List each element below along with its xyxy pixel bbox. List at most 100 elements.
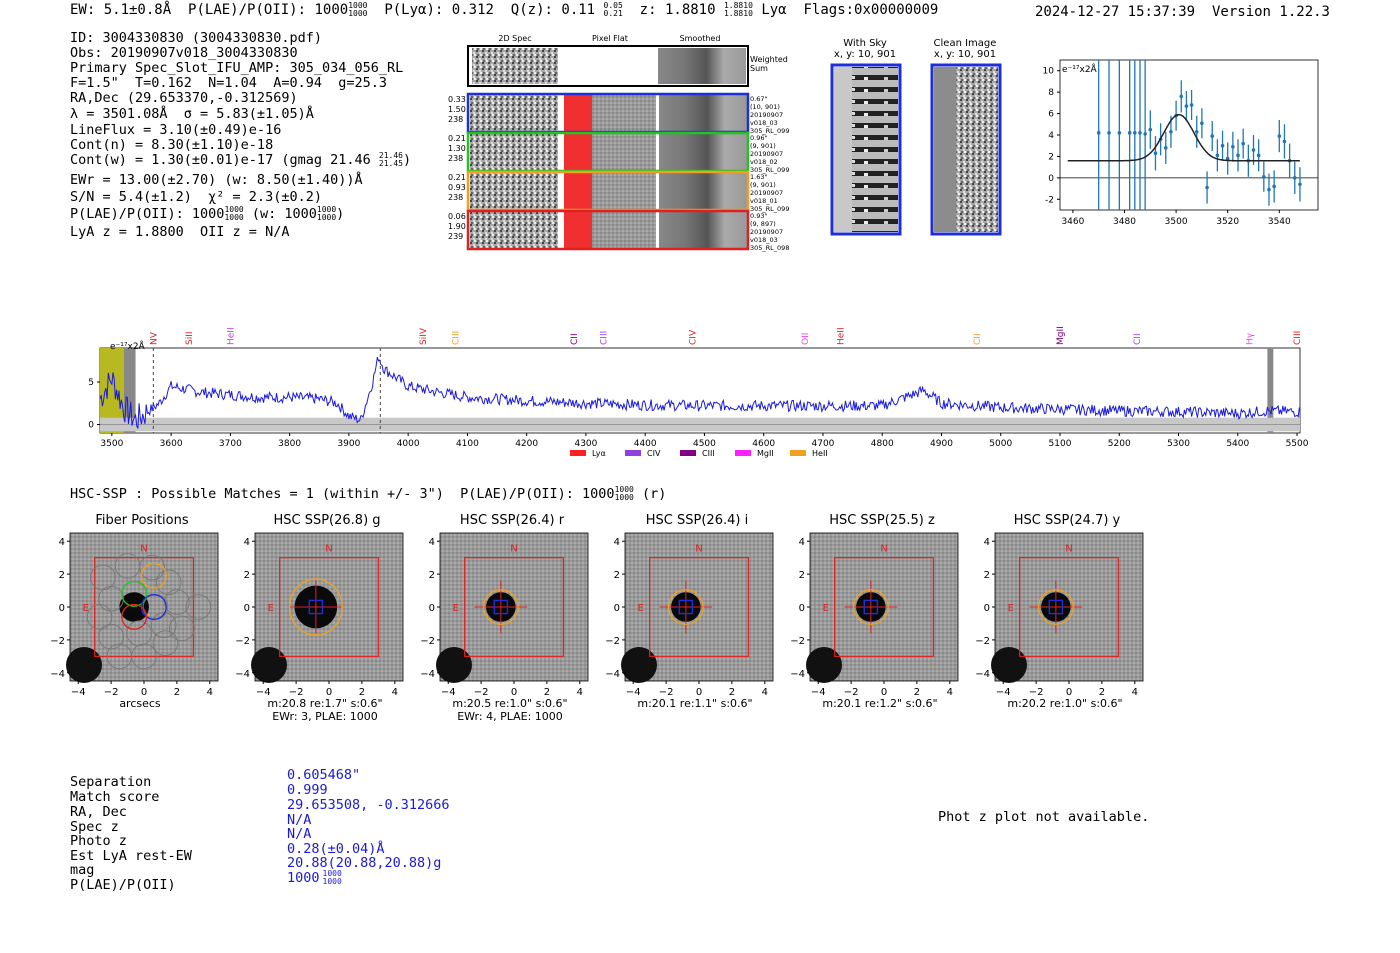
- plya-label: P(Lyα):: [384, 2, 444, 18]
- cutout-xtick-label: 2: [359, 687, 365, 698]
- photz-message: Phot z plot not available.: [938, 809, 1150, 825]
- cutout-xtick-label: 0: [141, 687, 147, 698]
- cutout-ytick-label: 0: [244, 603, 250, 614]
- spec-line-label: Hγ: [1246, 332, 1256, 345]
- spec-xtick-label: 5300: [1167, 439, 1190, 449]
- neighbor-source: [806, 647, 842, 683]
- zoom-ytick-label: 6: [1048, 110, 1054, 120]
- cutout-ytick-label: 2: [429, 570, 435, 581]
- cutout-ytick-label: 2: [614, 570, 620, 581]
- cutout-title: HSC SSP(26.4) i: [645, 513, 749, 528]
- info-lya: LyA z = 1.8800 OII z = N/A: [70, 224, 290, 240]
- cutout-title: HSC SSP(25.5) z: [829, 513, 935, 528]
- target-box: [1048, 599, 1064, 615]
- cutout-ytick-label: −4: [235, 669, 250, 680]
- north-label: N: [880, 544, 887, 555]
- cutout-xtick-label: 2: [1099, 687, 1105, 698]
- cutout-foot-1: arcsecs: [119, 697, 161, 710]
- match-value-text: 1000: [287, 870, 320, 886]
- spec-legend-swatch: [790, 450, 806, 456]
- fiber-pixelflat: [592, 211, 656, 249]
- cutout-xtick-label: −4: [71, 687, 86, 698]
- with-sky-coords: x, y: 10, 901: [833, 49, 897, 60]
- east-label: E: [638, 603, 644, 614]
- spec-ytick-label: 5: [88, 378, 94, 388]
- east-label: E: [268, 603, 274, 614]
- spec-xtick-label: 4200: [515, 439, 538, 449]
- target-box: [863, 599, 879, 615]
- zoom-point: [1241, 141, 1245, 146]
- spec-ylabel: e⁻¹⁷x2Å: [110, 340, 146, 352]
- fiber-2dspec: [470, 211, 558, 249]
- cutout-ytick-label: −4: [420, 669, 435, 680]
- zoom-point: [1138, 131, 1142, 135]
- fiber-row-stat: 238: [448, 115, 463, 124]
- spec-line-label: HeII: [226, 327, 236, 345]
- hsc-title: HSC-SSP : Possible Matches = 1 (within +…: [70, 486, 666, 503]
- zoom-chart: 3460 3480 3500 3520 3540 -2 0 2 4 6 8 10 e⁻¹⁷x2Å: [1043, 59, 1319, 227]
- cutout-ytick-label: 0: [984, 603, 990, 614]
- fiber-row-meta: (9, 901): [750, 142, 776, 150]
- spec-line-label: CII: [570, 333, 580, 345]
- plae-lo: 1000: [348, 9, 368, 18]
- match-value: 0.28(±0.04)Å: [287, 841, 385, 857]
- cutout-ytick-label: −4: [605, 669, 620, 680]
- zoom-point: [1143, 132, 1147, 136]
- cutout-xtick-label: 4: [207, 687, 213, 698]
- plae-hi: 1000: [348, 1, 368, 10]
- cutout-xtick-label: 0: [326, 687, 332, 698]
- spec-xtick-label: 4600: [752, 439, 775, 449]
- zoom-xtick-label: 3540: [1268, 217, 1291, 227]
- spec-line-label: CIII: [1293, 331, 1303, 345]
- cutout-xtick-label: −2: [474, 687, 489, 698]
- ew-label: EW:: [70, 2, 104, 18]
- contw-text: Cont(w) = 1.30(±0.01)e-17 (gmag 21.46: [70, 152, 371, 168]
- info-obs: Obs: 20190907v018_3004330830: [70, 45, 298, 61]
- header-right: 2024-12-27 15:37:39 Version 1.22.3: [1035, 4, 1330, 20]
- cutout-image: N E −4 −2 0 2 4 4 2 0 −2 −4: [420, 532, 589, 698]
- fiber-row-meta: 1.63": [750, 173, 767, 181]
- z-lo: 1.8810: [723, 9, 753, 18]
- fiber-row-stat: 1.90: [448, 222, 466, 231]
- spec-line-label: MgII: [1056, 326, 1066, 345]
- cutout-ytick-label: −2: [790, 636, 805, 647]
- fiber-2dspec: [470, 94, 558, 132]
- z-label: z:: [639, 2, 657, 18]
- neighbor-source: [251, 647, 287, 683]
- spec-line-label: CIII: [600, 331, 610, 345]
- zoom-xtick-label: 3520: [1216, 217, 1239, 227]
- zoom-point: [1153, 151, 1158, 156]
- cutout-image: N E −4 −2 0 2 4 4 2 0 −2 −4: [975, 532, 1144, 698]
- fiber-gap: [656, 94, 659, 132]
- fiber-row-meta: 305_RL_099: [750, 127, 789, 135]
- spec-xtick-label: 3800: [278, 439, 301, 449]
- cutout-xtick-label: 4: [392, 687, 398, 698]
- match-value: 29.653508, -0.312666: [287, 797, 450, 813]
- fiber-stamps: 2D Spec Pixel Flat Smoothed Weighted Sum…: [448, 34, 789, 252]
- match-value: N/A: [287, 826, 311, 842]
- cutout-xtick-label: 4: [1132, 687, 1138, 698]
- cutout-foot-1: m:20.1 re:1.1" s:0.6": [637, 697, 753, 710]
- zoom-ytick-label: 2: [1048, 152, 1054, 162]
- fiber-2dspec: [470, 133, 558, 171]
- cutout-ytick-label: 4: [984, 537, 990, 548]
- weighted-2dspec: [472, 48, 558, 84]
- fiber-smoothed: [659, 94, 747, 132]
- north-label: N: [325, 544, 332, 555]
- spec-legend-label: CIV: [647, 449, 661, 458]
- cutout-foot-1: m:20.8 re:1.7" s:0.6": [267, 697, 383, 710]
- fiber-row-meta: (9, 901): [750, 181, 776, 189]
- spec-xtick-label: 4400: [634, 439, 657, 449]
- fiber-row-stat: 0.21: [448, 173, 466, 182]
- cutout-image: N E −4 −2 0 2 4 4 2 0 −2 −4: [235, 532, 404, 698]
- east-label: E: [453, 603, 459, 614]
- cutout-ytick-label: 0: [59, 603, 65, 614]
- fiber-gap: [656, 133, 659, 171]
- spec-xtick-label: 5100: [1049, 439, 1072, 449]
- info-slot: Primary Spec_Slot_IFU_AMP: 305_034_056_R…: [70, 60, 404, 76]
- match-value: N/A: [287, 812, 311, 828]
- cutout-ytick-label: 4: [59, 537, 65, 548]
- col-header-pixelflat: Pixel Flat: [592, 34, 628, 43]
- spec-line-label: CIII: [452, 331, 462, 345]
- east-label: E: [83, 603, 89, 614]
